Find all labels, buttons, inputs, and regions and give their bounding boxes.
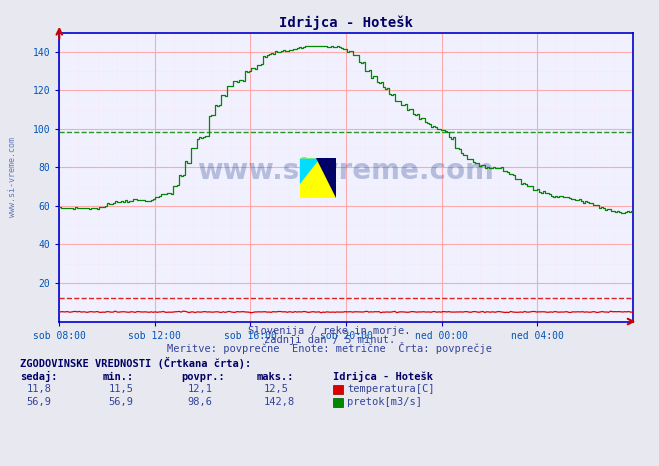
Text: Meritve: povprečne  Enote: metrične  Črta: povprečje: Meritve: povprečne Enote: metrične Črta:… bbox=[167, 343, 492, 354]
Text: 12,5: 12,5 bbox=[264, 384, 289, 394]
Text: 56,9: 56,9 bbox=[26, 397, 51, 407]
Text: www.si-vreme.com: www.si-vreme.com bbox=[8, 137, 17, 217]
Text: 56,9: 56,9 bbox=[109, 397, 134, 407]
Text: sedaj:: sedaj: bbox=[20, 371, 57, 382]
Text: min.:: min.: bbox=[102, 372, 133, 382]
Text: 98,6: 98,6 bbox=[188, 397, 213, 407]
Text: www.si-vreme.com: www.si-vreme.com bbox=[198, 158, 494, 185]
Text: 12,1: 12,1 bbox=[188, 384, 213, 394]
Text: ZGODOVINSKE VREDNOSTI (Črtkana črta):: ZGODOVINSKE VREDNOSTI (Črtkana črta): bbox=[20, 357, 251, 369]
Text: 11,8: 11,8 bbox=[26, 384, 51, 394]
Text: pretok[m3/s]: pretok[m3/s] bbox=[347, 397, 422, 407]
Text: temperatura[C]: temperatura[C] bbox=[347, 384, 435, 394]
Text: maks.:: maks.: bbox=[257, 372, 295, 382]
Title: Idrijca - Hotešk: Idrijca - Hotešk bbox=[279, 15, 413, 30]
Text: Slovenija / reke in morje.: Slovenija / reke in morje. bbox=[248, 326, 411, 336]
Text: zadnji dan / 5 minut.: zadnji dan / 5 minut. bbox=[264, 335, 395, 345]
Text: Idrijca - Hotešk: Idrijca - Hotešk bbox=[333, 371, 433, 382]
Text: povpr.:: povpr.: bbox=[181, 372, 225, 382]
Text: 11,5: 11,5 bbox=[109, 384, 134, 394]
Text: 142,8: 142,8 bbox=[264, 397, 295, 407]
